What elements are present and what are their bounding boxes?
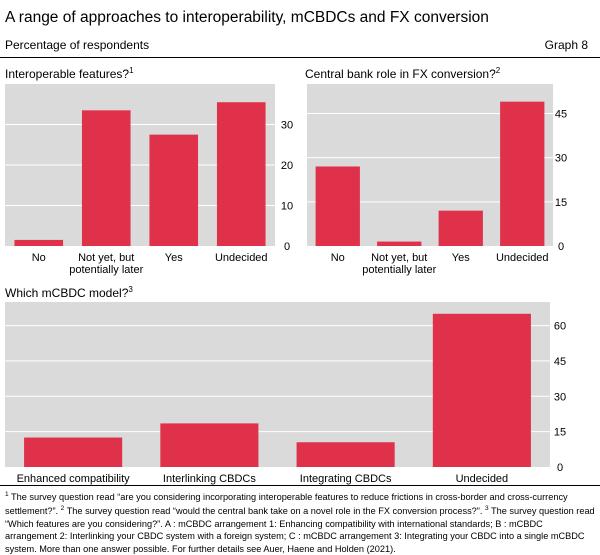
bar [432,313,531,467]
chart-title: A range of approaches to interoperabilit… [5,9,489,26]
y-tick-label: 15 [554,427,566,439]
x-tick-label: Undecided [456,473,509,485]
x-tick-label: No [32,252,46,264]
bar [216,102,266,246]
footnote-rule [0,485,600,486]
x-tick-label: Yes [165,252,183,264]
graph-number: Graph 8 [544,38,588,52]
y-tick-label: 0 [557,462,563,474]
y-tick-label: 30 [281,120,293,132]
bar [500,101,545,246]
footnotes: 1 The survey question read “are you cons… [5,491,595,554]
bar [24,437,123,467]
bar [14,239,64,246]
chart-subtitle: Percentage of respondents [5,38,150,52]
x-tick-label: Not yet, but potentially later [69,252,143,276]
x-tick-label: Integrating CBDCs [300,473,392,485]
y-tick-label: 0 [558,241,564,253]
bar [149,134,199,246]
y-tick-label: 0 [284,241,290,253]
x-tick-label: Undecided [496,252,549,264]
mcbdc-model-chart: 0 15 30 45 60 Enhanced compatibility Interlink… [5,302,566,485]
y-tick-label: 20 [281,160,293,172]
y-tick-label: 45 [554,356,566,368]
footnote-1: The survey question read “are you consid… [5,492,568,517]
x-tick-label: Undecided [215,252,268,264]
fx-conversion-chart: 0 15 30 45 No Not yet, but potentially later Ye… [307,84,567,276]
y-tick-label: 30 [555,153,567,165]
y-tick-label: 15 [555,197,567,209]
bar [81,110,131,246]
y-tick-label: 30 [554,391,566,403]
bar [377,241,422,246]
y-tick-label: 45 [555,108,567,120]
bar [315,166,360,246]
panel-title-fx-conversion: Central bank role in FX conversion?2 [305,66,501,81]
interoperable-features-chart: 0 10 20 30 No Not yet, but potentially later Ye… [5,84,293,276]
x-tick-label: No [331,252,345,264]
panel-title-mcbdc-model: Which mCBDC model?3 [5,285,133,300]
x-tick-label: Enhanced compatibility [17,473,131,485]
panel-title-interoperable: Interoperable features?1 [5,66,134,81]
x-tick-label: Yes [452,252,470,264]
y-tick-label: 10 [281,201,293,213]
bar [438,210,483,246]
footnote-3: The survey question read “Which features… [5,506,595,554]
x-tick-label: Not yet, but potentially later [362,252,436,276]
bar [296,442,395,467]
header-rule [0,57,600,58]
y-tick-label: 60 [554,321,566,333]
x-tick-label: Interlinking CBDCs [163,473,256,485]
bar [160,423,259,467]
footnote-2: The survey question read “would the cent… [66,506,483,517]
